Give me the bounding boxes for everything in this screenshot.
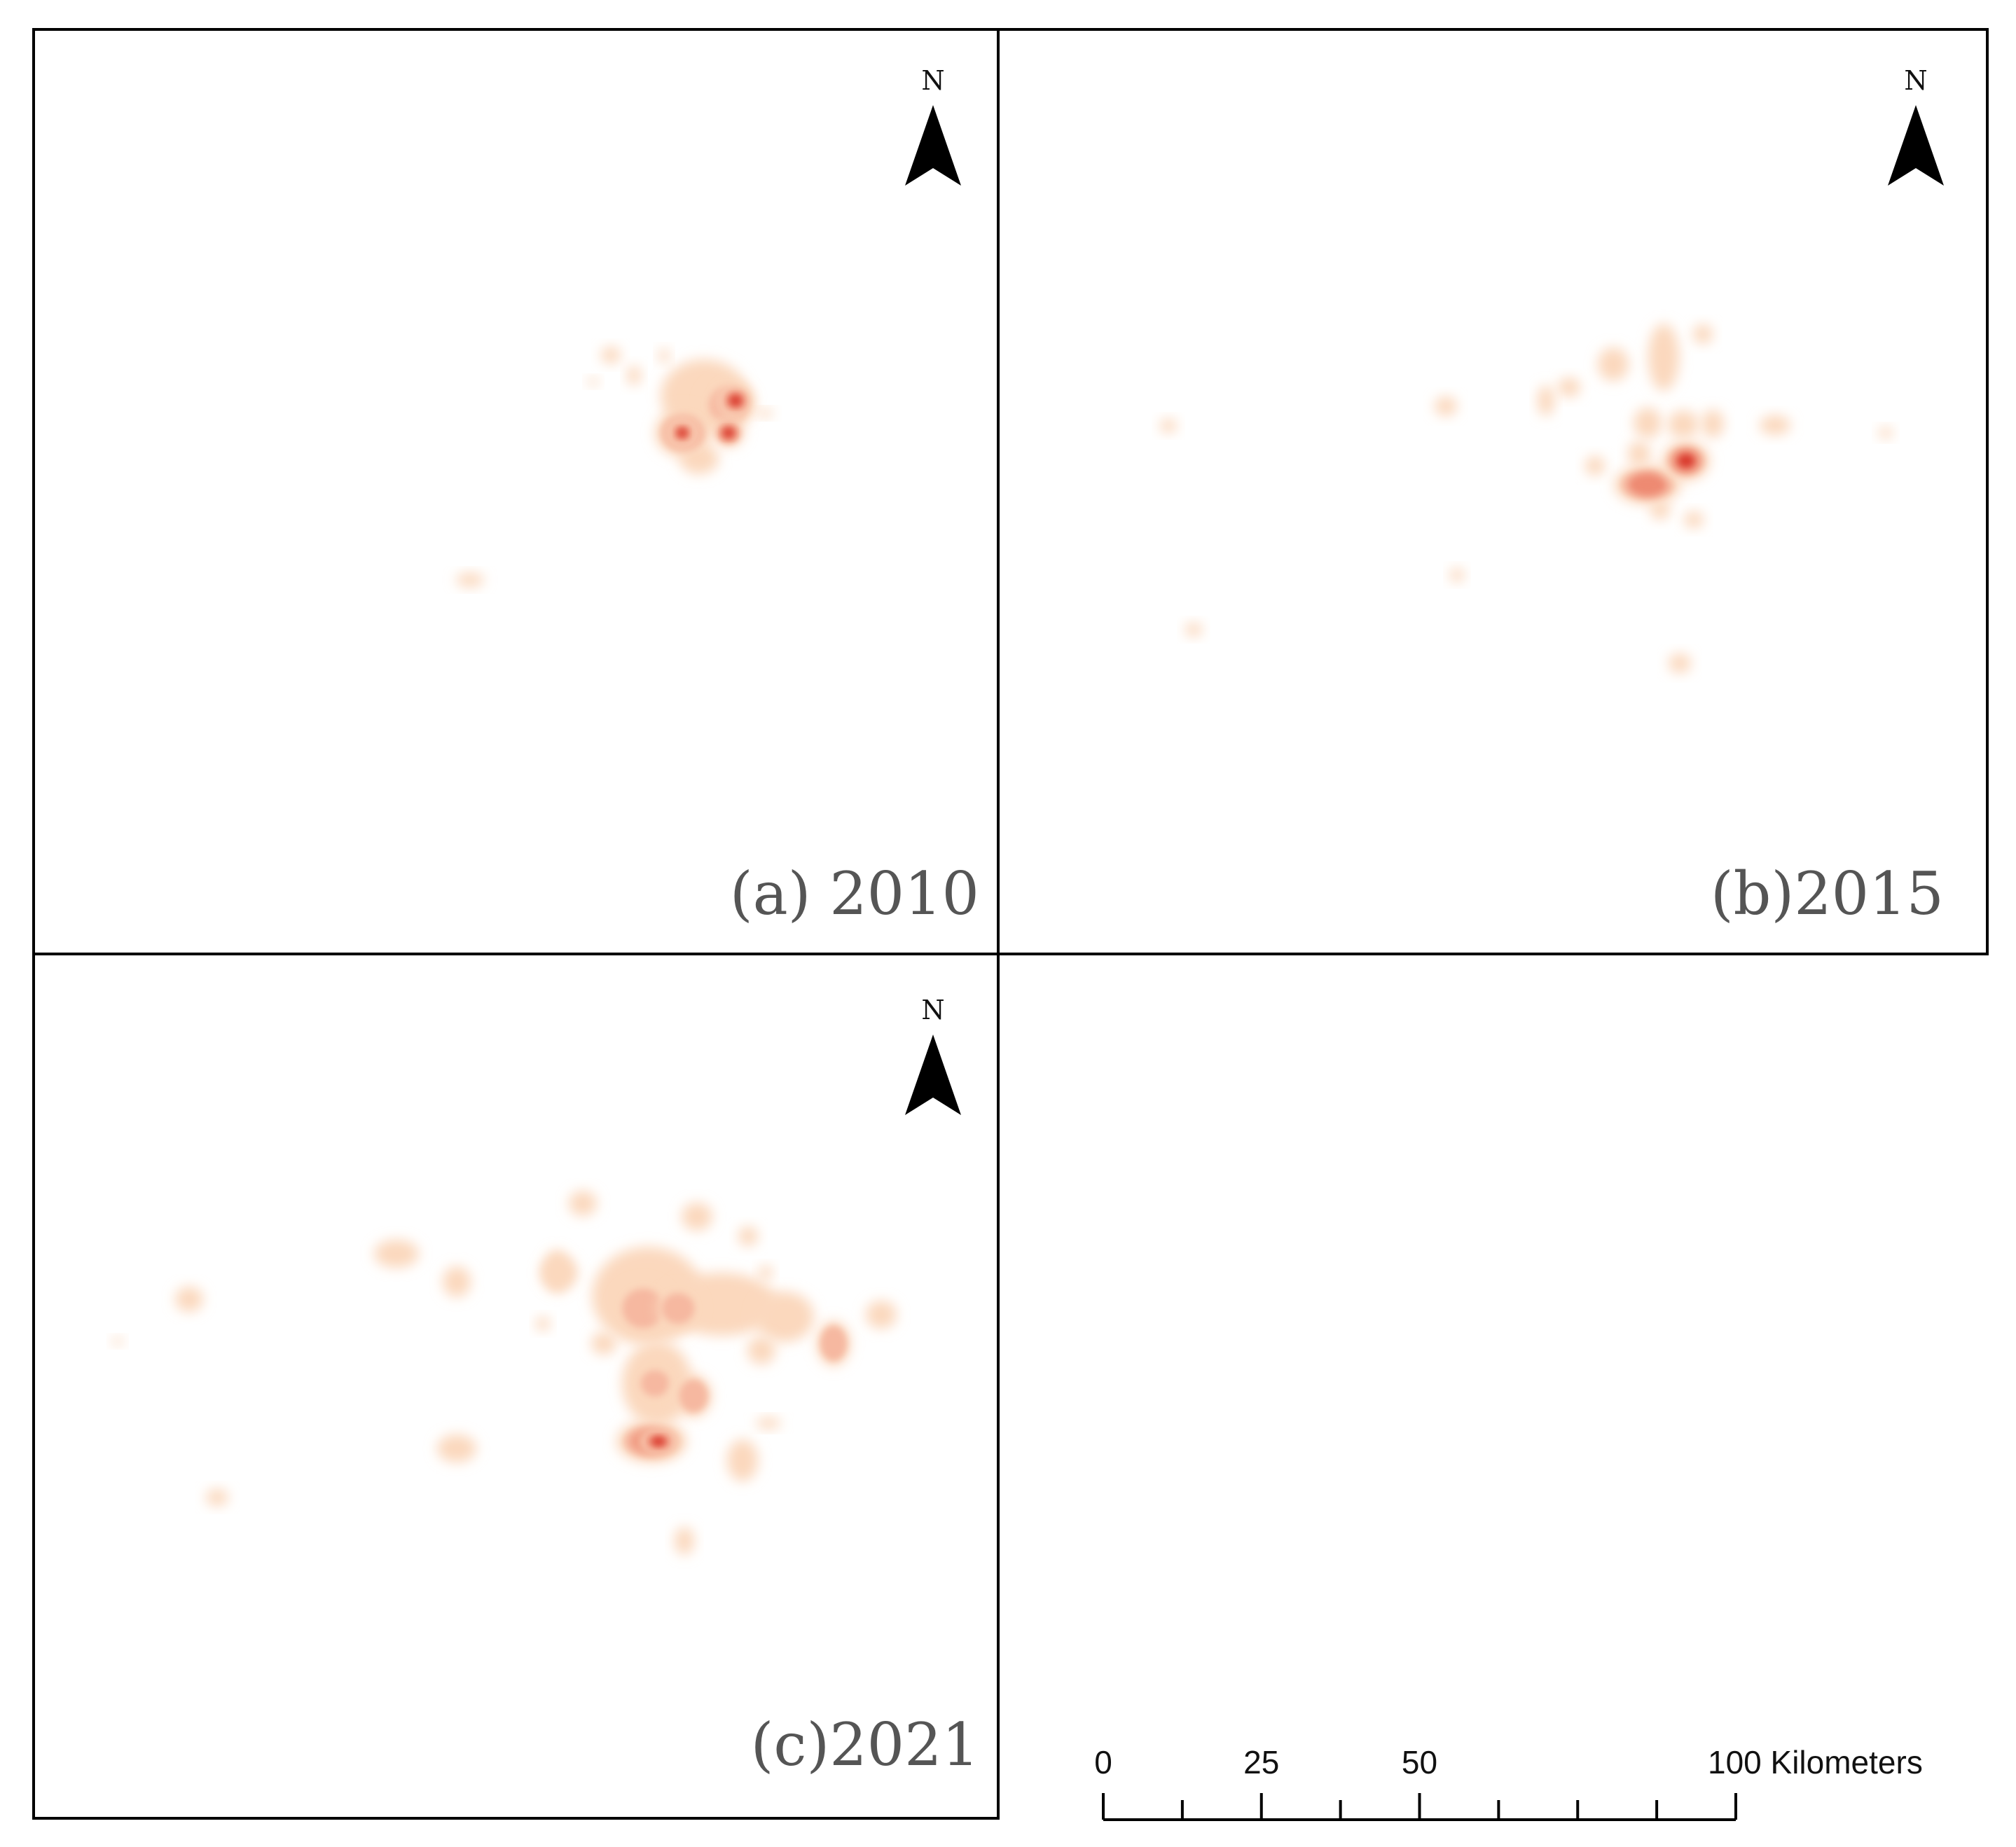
density-hotspot-core (677, 428, 687, 438)
density-hotspot (757, 409, 773, 417)
density-hotspot (206, 1489, 228, 1506)
density-hotspot (1585, 456, 1605, 476)
panel-c-frame (32, 953, 1000, 1820)
density-hotspot-core (661, 1293, 695, 1324)
panel-b-label: (b)2015 (1711, 859, 1944, 928)
density-hotspot-core (1678, 454, 1694, 468)
scale-bar-label: 0 (1094, 1744, 1112, 1780)
density-hotspot (544, 1250, 569, 1292)
panel-c: N (c)2021 (32, 953, 1000, 1820)
panel-b-frame (997, 28, 1989, 955)
density-hotspot-core (820, 1326, 847, 1361)
density-hotspot (1598, 347, 1629, 381)
density-hotspot-core (1629, 473, 1666, 496)
density-hotspot (738, 1226, 758, 1246)
density-hotspot (1879, 427, 1893, 438)
density-hotspot (682, 1203, 712, 1231)
density-hotspot (1650, 500, 1670, 520)
panel-c-label: (c)2021 (751, 1710, 979, 1779)
density-hotspot (1760, 415, 1790, 435)
density-hotspot (1701, 410, 1724, 438)
density-hotspot (1628, 441, 1650, 466)
density-hotspot (1668, 410, 1699, 438)
panel-a-frame (32, 28, 1000, 955)
density-hotspot (175, 1287, 203, 1312)
north-arrow-icon (905, 1035, 961, 1115)
density-hotspot (755, 1292, 814, 1342)
scale-bar-label: 25 (1243, 1744, 1279, 1780)
panel-b-north-letter: N (1904, 65, 1927, 96)
density-hotspot (756, 1418, 781, 1429)
density-hotspot (1185, 623, 1202, 637)
panel-b-density-layer (1160, 324, 1893, 673)
density-hotspot-core (729, 395, 742, 406)
density-hotspot (1450, 568, 1464, 582)
density-hotspot (627, 366, 641, 385)
density-hotspot (112, 1337, 123, 1346)
density-hotspot (1160, 419, 1177, 433)
density-hotspot (1693, 324, 1713, 344)
density-hotspot (569, 1191, 597, 1216)
density-hotspot (588, 378, 599, 386)
density-hotspot-core (651, 1437, 665, 1446)
density-hotspot (658, 349, 670, 363)
density-hotspot (1538, 385, 1554, 416)
panel-a-density-layer (456, 347, 773, 587)
scale-bar-label: 50 (1402, 1744, 1437, 1780)
density-hotspot (1684, 511, 1704, 528)
panel-a-north-letter: N (921, 65, 944, 96)
density-hotspot (1648, 324, 1679, 391)
density-hotspot-core (622, 1288, 664, 1329)
panel-b: N (b)2015 (997, 28, 1989, 955)
density-hotspot-core (723, 428, 734, 438)
density-hotspot (443, 1266, 471, 1297)
density-hotspot (601, 347, 621, 364)
panel-a: N (a) 2010 (32, 28, 1000, 955)
density-hotspot (437, 1434, 476, 1462)
north-arrow-icon (1888, 105, 1944, 186)
scale-bar-label: 100 Kilometers (1708, 1744, 1923, 1780)
density-hotspot (456, 573, 484, 587)
density-hotspot (675, 1527, 694, 1555)
density-hotspot-core (640, 1370, 670, 1397)
density-hotspot (1669, 653, 1691, 673)
density-hotspot (374, 1240, 419, 1268)
density-hotspot (866, 1301, 897, 1329)
density-hotspot (747, 1336, 775, 1364)
scale-bar: 0 25 50 100 Kilometers (1094, 1744, 1923, 1821)
density-hotspot (1558, 378, 1580, 397)
panel-c-density-layer (112, 1191, 897, 1555)
density-hotspot (759, 1266, 773, 1280)
panel-c-north-letter: N (921, 995, 944, 1025)
density-hotspot (727, 1439, 758, 1481)
density-hotspot (536, 1317, 550, 1331)
panel-a-label: (a) 2010 (730, 859, 979, 928)
density-hotspot (1435, 396, 1457, 416)
density-hotspot (1634, 408, 1662, 438)
density-hotspot-core (679, 1379, 708, 1413)
density-hotspot (591, 1332, 616, 1355)
north-arrow-icon (905, 105, 961, 186)
